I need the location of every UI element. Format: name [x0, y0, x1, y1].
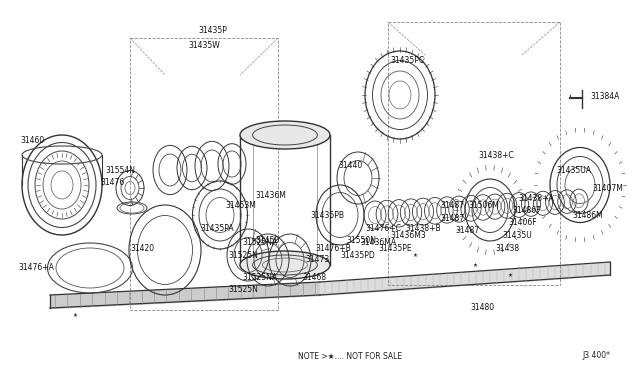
Bar [130, 38, 278, 310]
Ellipse shape [240, 251, 330, 279]
Text: ★: ★ [472, 263, 477, 267]
Text: 31406F: 31406F [508, 218, 536, 227]
Text: 31506M: 31506M [468, 201, 499, 209]
Text: 31438+B: 31438+B [405, 224, 440, 232]
Text: 31525NA: 31525NA [242, 237, 277, 247]
Text: 31435UA: 31435UA [556, 166, 591, 174]
Text: 31476+C: 31476+C [365, 224, 401, 232]
Text: 31440: 31440 [338, 160, 362, 170]
Text: 31420: 31420 [130, 244, 154, 253]
Text: 31438+C: 31438+C [478, 151, 514, 160]
Text: 31438: 31438 [495, 244, 519, 253]
Text: NOTE >★.... NOT FOR SALE: NOTE >★.... NOT FOR SALE [298, 352, 402, 360]
Text: 31487: 31487 [455, 225, 479, 234]
Text: 31435U: 31435U [502, 231, 532, 240]
Text: 31435P: 31435P [198, 26, 227, 35]
Text: 31435W: 31435W [188, 41, 220, 49]
Text: 31435PC: 31435PC [390, 55, 424, 64]
Text: 31384A: 31384A [590, 92, 620, 100]
Text: 31450: 31450 [255, 235, 279, 244]
Text: 31453M: 31453M [225, 201, 256, 209]
Text: 31407M: 31407M [592, 183, 623, 192]
Text: 31487: 31487 [440, 214, 464, 222]
Text: 31476+A: 31476+A [18, 263, 54, 273]
Text: 31550N: 31550N [346, 235, 376, 244]
Text: 31480: 31480 [470, 304, 494, 312]
Text: 31460: 31460 [20, 135, 44, 144]
Text: ★: ★ [508, 273, 513, 278]
Text: 31486F: 31486F [512, 205, 541, 215]
Bar [388, 22, 560, 285]
Text: 31476+B: 31476+B [315, 244, 351, 253]
Text: ★: ★ [72, 312, 77, 317]
Text: 31438+A: 31438+A [518, 193, 554, 202]
Text: 31435PD: 31435PD [340, 250, 375, 260]
Text: ★: ★ [413, 253, 417, 257]
Text: 31525NA: 31525NA [242, 273, 277, 282]
Text: 31487: 31487 [440, 201, 464, 209]
Text: 31435PA: 31435PA [200, 224, 234, 232]
Text: 31435PB: 31435PB [310, 211, 344, 219]
Text: 31436MA: 31436MA [360, 237, 396, 247]
Text: 31468: 31468 [302, 273, 326, 282]
Text: 31486M: 31486M [572, 211, 603, 219]
Text: J3 400*: J3 400* [582, 352, 610, 360]
Text: 31525N: 31525N [228, 285, 258, 295]
Text: 31473: 31473 [305, 256, 329, 264]
Text: 31435PE: 31435PE [378, 244, 412, 253]
Text: 31436M: 31436M [255, 190, 286, 199]
Text: 31554N: 31554N [105, 166, 135, 174]
Text: 31525N: 31525N [228, 250, 258, 260]
Text: 31476: 31476 [100, 177, 124, 186]
Ellipse shape [240, 121, 330, 149]
Text: 31436M3: 31436M3 [390, 231, 426, 240]
